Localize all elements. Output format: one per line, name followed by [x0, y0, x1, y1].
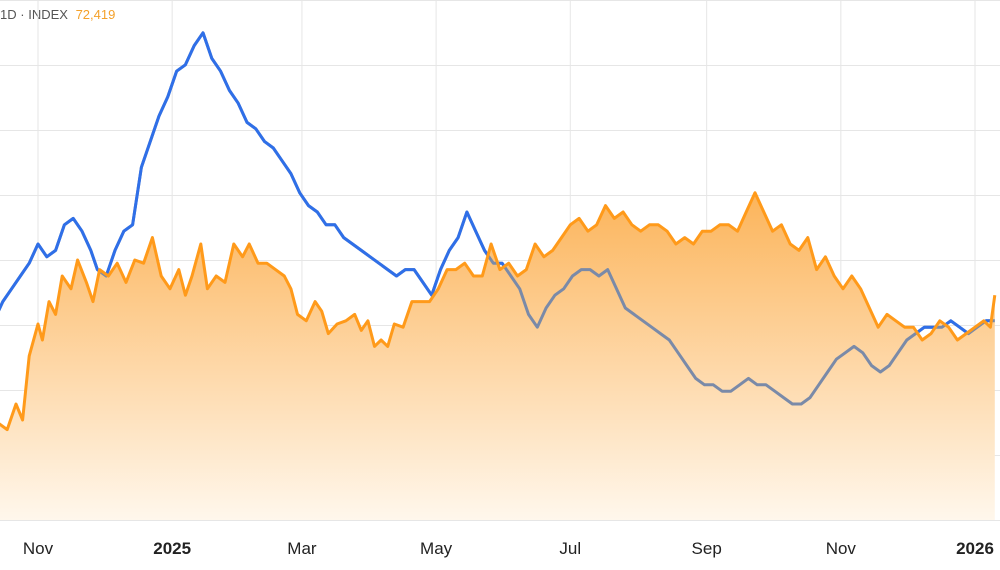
x-axis: Nov 2025 Mar May Jul Sep Nov 2026 [23, 539, 994, 558]
x-tick-label: Nov [826, 539, 857, 558]
x-tick-label: Mar [287, 539, 317, 558]
x-tick-label: 2025 [153, 539, 191, 558]
x-tick-label: May [420, 539, 453, 558]
index-line [0, 191, 997, 432]
index-area-fill [0, 192, 995, 520]
compare-series [0, 31, 995, 406]
x-tick-label: 2026 [956, 539, 994, 558]
interval-label: 1D [0, 7, 17, 22]
x-tick-label: Sep [692, 539, 722, 558]
x-tick-label: Nov [23, 539, 54, 558]
index-area [0, 192, 995, 520]
index-line-path [0, 191, 997, 432]
x-tick-label: Jul [559, 539, 581, 558]
last-value: 72,419 [75, 7, 116, 22]
legend-separator: · [20, 7, 25, 22]
